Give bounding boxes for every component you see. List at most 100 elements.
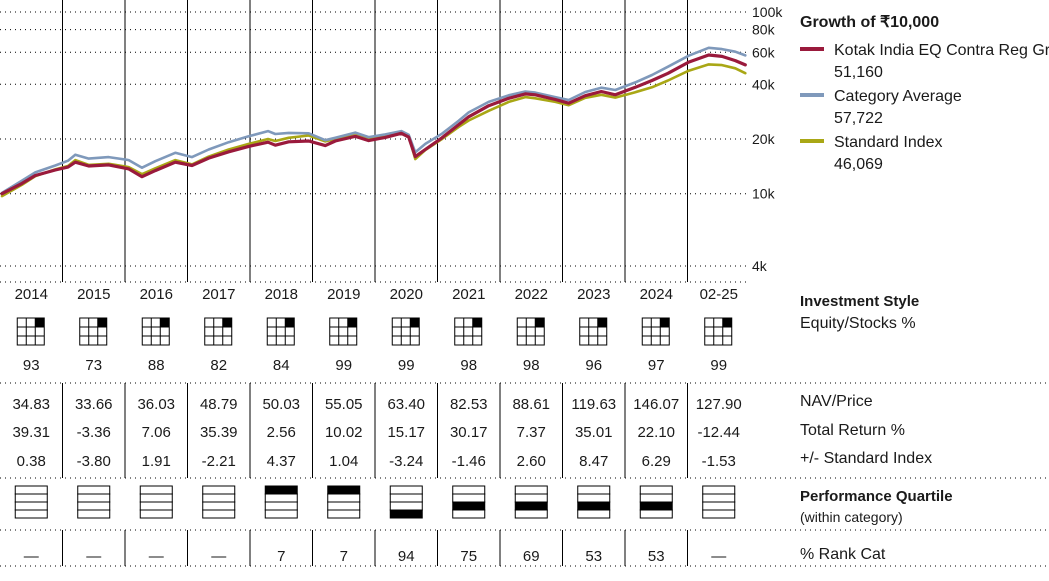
total-return-2019: 10.02 <box>325 424 363 441</box>
quartile-cell-2015-2 <box>77 493 111 503</box>
quartile-cell-2019-3 <box>327 501 361 511</box>
quartile-cell-2018-1 <box>264 485 298 495</box>
quartile-cell-2018-2 <box>264 493 298 503</box>
vs-index-2014: 0.38 <box>17 453 46 470</box>
quartile-cell-2017-4 <box>202 509 236 519</box>
nav-value-2017: 48.79 <box>200 396 238 413</box>
nav-value-2016: 36.03 <box>137 396 175 413</box>
quartile-cell-2021-3 <box>452 501 486 511</box>
quartile-cell-2019-2 <box>327 493 361 503</box>
total-return-2014: 39.31 <box>12 424 50 441</box>
quartile-cell-02-25-3 <box>702 501 736 511</box>
rank-cat-2018: 7 <box>277 548 285 565</box>
total-return-2022: 7.37 <box>517 424 546 441</box>
style-box-fill-2017 <box>222 318 232 327</box>
year-label-2020: 2020 <box>390 286 423 303</box>
legend-value-category: 57,722 <box>834 110 883 127</box>
equity-pct-2023: 96 <box>585 357 602 374</box>
nav-value-2024: 146.07 <box>633 396 679 413</box>
style-box-fill-2018 <box>285 318 295 327</box>
nav-value-2019: 55.05 <box>325 396 363 413</box>
quartile-cell-2022-2 <box>514 493 548 503</box>
quartile-cell-2021-4 <box>452 509 486 519</box>
legend-item-category: Category Average <box>800 88 962 106</box>
y-tick-10k: 10k <box>752 186 776 202</box>
equity-pct-2020: 99 <box>398 357 415 374</box>
vs-index-2018: 4.37 <box>267 453 296 470</box>
year-label-2016: 2016 <box>140 286 173 303</box>
performance-quartile-label: Performance Quartile <box>800 488 953 505</box>
nav-value-2015: 33.66 <box>75 396 113 413</box>
quartile-cell-2018-3 <box>264 501 298 511</box>
legend-label-index: Standard Index <box>834 134 943 151</box>
legend-swatch-index <box>800 139 824 144</box>
vs-index-2015: -3.80 <box>77 453 111 470</box>
vs-standard-index-label: +/- Standard Index <box>800 450 933 467</box>
year-label-2017: 2017 <box>202 286 235 303</box>
rank-cat-02-25: — <box>711 548 726 565</box>
total-return-2018: 2.56 <box>267 424 296 441</box>
rank-cat-2014: — <box>24 548 39 565</box>
y-tick-100k: 100k <box>752 4 783 20</box>
total-return-label: Total Return % <box>800 422 905 439</box>
year-label-2015: 2015 <box>77 286 110 303</box>
year-label-2023: 2023 <box>577 286 610 303</box>
quartile-cell-2016-2 <box>139 493 173 503</box>
rank-cat-2022: 69 <box>523 548 540 565</box>
quartile-cell-2020-1 <box>389 485 423 495</box>
vs-index-2020: -3.24 <box>389 453 423 470</box>
style-box-fill-2015 <box>97 318 107 327</box>
year-label-2024: 2024 <box>640 286 673 303</box>
quartile-cell-2023-1 <box>577 485 611 495</box>
vs-index-02-25: -1.53 <box>702 453 736 470</box>
quartile-cell-2023-4 <box>577 509 611 519</box>
style-box-fill-02-25 <box>722 318 732 327</box>
equity-stocks-label: Equity/Stocks % <box>800 315 916 332</box>
investment-style-label: Investment Style <box>800 293 920 310</box>
quartile-cell-02-25-2 <box>702 493 736 503</box>
legend-item-index: Standard Index <box>800 134 943 152</box>
rank-cat-2021: 75 <box>460 548 477 565</box>
style-box-fill-2024 <box>660 318 670 327</box>
vs-index-2022: 2.60 <box>517 453 546 470</box>
rank-cat-2016: — <box>149 548 164 565</box>
nav-price-label: NAV/Price <box>800 393 873 410</box>
vs-index-2021: -1.46 <box>452 453 486 470</box>
quartile-cell-2016-4 <box>139 509 173 519</box>
quartile-cell-2014-1 <box>14 485 48 495</box>
total-return-2021: 30.17 <box>450 424 488 441</box>
total-return-2017: 35.39 <box>200 424 238 441</box>
style-box-fill-2020 <box>410 318 420 327</box>
equity-pct-2021: 98 <box>460 357 477 374</box>
rank-cat-2019: 7 <box>340 548 348 565</box>
style-box-fill-2016 <box>160 318 170 327</box>
quartile-cell-2014-2 <box>14 493 48 503</box>
year-label-2019: 2019 <box>327 286 360 303</box>
quartile-cell-2024-3 <box>639 501 673 511</box>
y-tick-80k: 80k <box>752 22 776 38</box>
quartile-cell-2017-1 <box>202 485 236 495</box>
chart-title: Growth of ₹10,000 <box>800 14 940 31</box>
legend-swatch-category <box>800 93 824 98</box>
legend-label-category: Category Average <box>834 88 962 105</box>
total-return-2023: 35.01 <box>575 424 613 441</box>
equity-pct-02-25: 99 <box>710 357 727 374</box>
rank-cat-2020: 94 <box>398 548 415 565</box>
nav-value-2020: 63.40 <box>387 396 425 413</box>
vs-index-2019: 1.04 <box>329 453 358 470</box>
year-label-2018: 2018 <box>265 286 298 303</box>
quartile-cell-2022-3 <box>514 501 548 511</box>
total-return-2024: 22.10 <box>637 424 675 441</box>
quartile-cell-2015-1 <box>77 485 111 495</box>
rank-cat-2023: 53 <box>585 548 602 565</box>
series-line-fund <box>0 53 747 196</box>
style-box-fill-2019 <box>347 318 357 327</box>
year-label-2021: 2021 <box>452 286 485 303</box>
rank-cat-2015: — <box>86 548 101 565</box>
equity-pct-2022: 98 <box>523 357 540 374</box>
nav-value-2018: 50.03 <box>262 396 300 413</box>
quartile-cell-2017-3 <box>202 501 236 511</box>
quartile-cell-2023-2 <box>577 493 611 503</box>
year-label-2022: 2022 <box>515 286 548 303</box>
